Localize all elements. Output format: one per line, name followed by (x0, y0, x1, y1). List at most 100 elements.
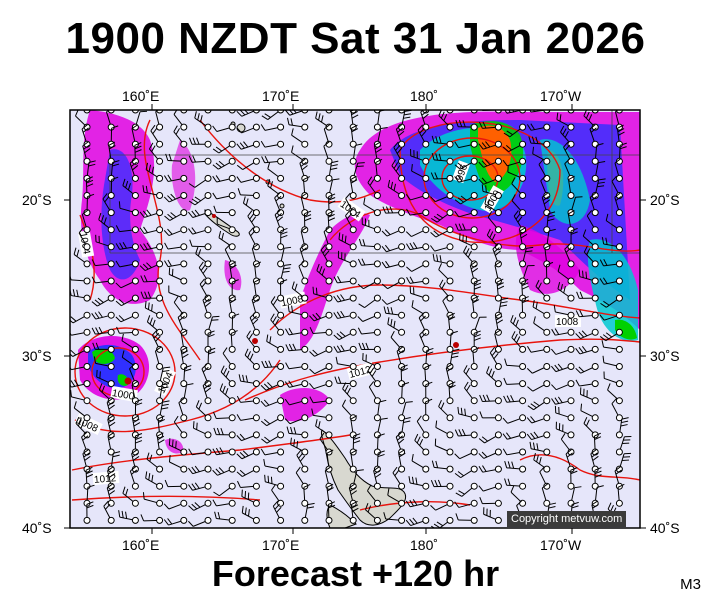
wind-barb (615, 483, 625, 507)
wind-barb (454, 428, 478, 439)
wind-barb (284, 380, 309, 388)
wind-barb (551, 396, 575, 405)
wind-barb (218, 230, 236, 251)
wind-barb (236, 395, 260, 405)
wind-barb (247, 210, 260, 234)
wind-barb (367, 484, 381, 507)
wind-barb (267, 161, 285, 182)
wind-barb (311, 408, 333, 422)
wind-barb (242, 196, 260, 217)
wind-barb (129, 158, 139, 182)
wind-barb (96, 369, 115, 388)
wind-barb (583, 416, 599, 439)
wind-barb (358, 238, 381, 251)
wind-barb (455, 119, 478, 131)
wind-barb (156, 383, 170, 405)
wind-barb (533, 452, 551, 473)
wind-barb (532, 146, 551, 165)
wind-barb (357, 277, 381, 290)
wind-barb (527, 345, 551, 353)
wind-barb (575, 345, 599, 355)
wind-barb (164, 242, 188, 251)
wind-barb (291, 128, 309, 148)
wind-barb (615, 435, 632, 456)
wind-barb (212, 157, 236, 170)
wind-barb (543, 244, 552, 268)
wind-barb (118, 201, 139, 217)
wind-barb (236, 123, 260, 134)
wind-barb (260, 380, 285, 391)
wind-barb (91, 326, 115, 336)
wind-barb (405, 226, 430, 237)
wind-barb (373, 399, 387, 422)
wind-barb (92, 342, 115, 353)
forecast-label: Forecast +120 hr (211, 553, 500, 594)
wind-barb (333, 310, 357, 319)
wind-barb (107, 160, 120, 182)
wind-barb (213, 427, 236, 439)
lat-label-left: 40˚S (22, 520, 52, 536)
wind-barb (434, 438, 454, 456)
wind-barb (589, 192, 599, 217)
wind-barb (260, 448, 285, 456)
wind-barb (129, 466, 139, 490)
wind-barb (290, 437, 309, 456)
wind-barb (580, 403, 599, 422)
wind-barb (479, 394, 502, 405)
wind-barb (454, 140, 478, 149)
wind-barb (368, 381, 381, 405)
wind-barb (164, 209, 188, 221)
wind-barb (178, 397, 188, 422)
wind-barb (236, 157, 260, 171)
wind-barb (213, 205, 236, 217)
wind-barb (131, 415, 141, 439)
wind-barb (349, 469, 364, 490)
wind-barb (567, 175, 575, 199)
wind-barb (469, 261, 479, 285)
wind-barb (381, 277, 406, 290)
wind-barb (502, 448, 527, 456)
wind-barb (479, 411, 502, 422)
wind-barb (470, 347, 480, 370)
wind-barb (575, 363, 599, 374)
wind-barb (212, 192, 236, 200)
wind-barb (409, 286, 430, 302)
wind-barb (195, 246, 212, 268)
wind-barb (551, 363, 575, 373)
wind-barb (323, 141, 333, 165)
wind-barb (431, 152, 454, 165)
wind-barb (519, 296, 529, 319)
wind-barb (115, 241, 139, 251)
wind-barb (325, 193, 336, 217)
wind-barb (168, 454, 188, 473)
wind-barb (192, 421, 212, 439)
wind-barb (583, 245, 599, 268)
wind-barb (263, 458, 285, 473)
lon-label-top: 170˚W (540, 88, 582, 104)
wind-barb (591, 143, 604, 165)
wind-barb (115, 277, 139, 289)
wind-barb (236, 414, 260, 422)
wind-barb (526, 431, 551, 441)
wind-barb (188, 499, 212, 511)
wind-barb (420, 110, 430, 131)
wind-barb (398, 382, 410, 405)
wind-barb (168, 267, 188, 285)
wind-barb (416, 415, 430, 439)
isobar-label: 1000 (111, 388, 135, 403)
wind-barb (599, 258, 623, 268)
wind-barb (438, 263, 454, 285)
wind-barb (611, 398, 623, 422)
wind-barb (261, 155, 285, 165)
wind-barb (615, 417, 629, 439)
wind-barb (115, 260, 139, 268)
wind-barb (459, 233, 478, 251)
wind-barb (78, 227, 91, 251)
wind-barb (446, 381, 456, 405)
lon-label-top: 180˚ (410, 88, 438, 104)
lon-label-top: 170˚E (262, 88, 299, 104)
wind-barb (315, 419, 333, 439)
wind-barb (212, 499, 236, 507)
wind-barb (285, 343, 309, 353)
wind-barb (73, 247, 91, 268)
